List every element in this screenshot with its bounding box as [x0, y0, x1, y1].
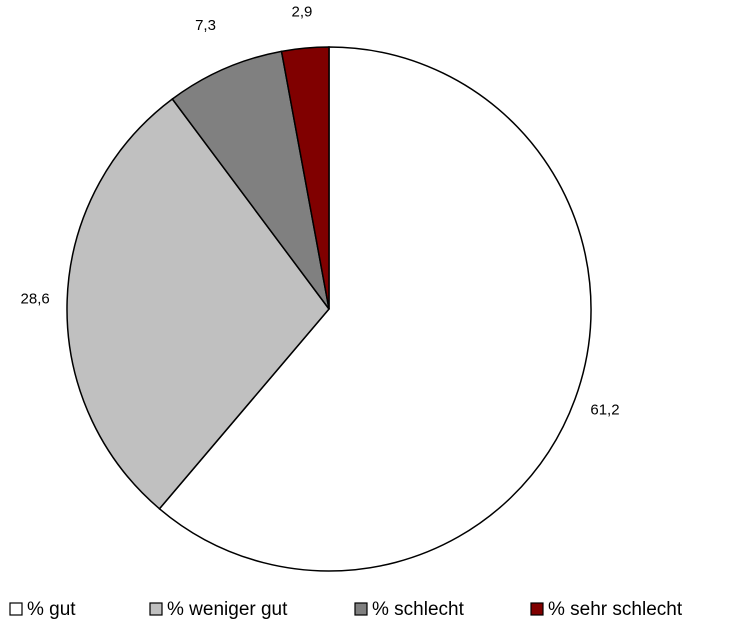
- pie-slice: [280, 46, 330, 310]
- legend-label: % sehr schlecht: [548, 599, 683, 620]
- legend-swatch: [9, 602, 23, 616]
- data-label: 28,6: [21, 291, 50, 308]
- legend-label: % gut: [27, 599, 76, 620]
- legend-swatch: [149, 602, 163, 616]
- data-label: 7,3: [195, 17, 216, 34]
- legend-swatch: [354, 602, 368, 616]
- legend-label: % weniger gut: [167, 599, 288, 620]
- legend-label: % schlecht: [372, 599, 465, 620]
- data-label: 2,9: [291, 4, 312, 21]
- data-label: 61,2: [590, 401, 619, 418]
- pie-slice: [171, 50, 330, 310]
- pie-slice: [66, 97, 330, 510]
- pie-slice: [158, 46, 592, 572]
- legend-swatch: [530, 602, 544, 616]
